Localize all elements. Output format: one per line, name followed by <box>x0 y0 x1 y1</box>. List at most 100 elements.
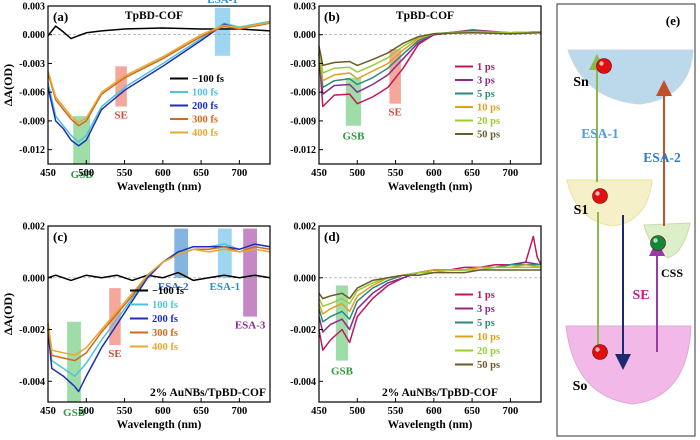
legend-entry: 20 ps <box>477 346 500 357</box>
y-tick-label: 0.000 <box>23 30 46 41</box>
series-line-3 <box>47 21 271 147</box>
chart-panel-3: GSB SE ESA-2 ESA-1 ESA-3 450 500 550 600 650 700 0.… <box>1 222 271 431</box>
x-tick-label: 500 <box>78 168 94 179</box>
legend-entry: 5 ps <box>477 89 495 100</box>
x-tick-label: 650 <box>193 168 209 179</box>
band-label-gsb: GSB <box>342 131 365 143</box>
x-tick-label: 600 <box>426 406 442 417</box>
legend-entry: 50 ps <box>477 130 500 141</box>
x-tick-label: 700 <box>503 406 519 417</box>
legend-entry: 1 ps <box>477 62 495 73</box>
electron-sn-highlight <box>599 61 604 66</box>
x-tick-label: 650 <box>464 406 480 417</box>
series-line-5 <box>318 31 542 74</box>
x-tick-label: 500 <box>349 168 365 179</box>
band-label-se: SE <box>114 110 127 122</box>
series-line-6 <box>318 32 542 67</box>
series-line-5 <box>47 248 271 357</box>
series-line-1 <box>318 235 542 351</box>
band-label-gsb: GSB <box>71 169 94 181</box>
plot-frame <box>318 225 542 403</box>
band-esa-1 <box>217 228 232 278</box>
x-tick-label: 600 <box>426 168 442 179</box>
series-line-4 <box>318 31 542 82</box>
electron-s0-highlight <box>595 347 600 352</box>
x-tick-label: 550 <box>117 168 133 179</box>
y-tick-label: 0.003 <box>23 2 46 13</box>
electron-s1 <box>592 188 608 204</box>
series-line-1 <box>47 271 271 282</box>
panel-label: (c) <box>53 229 67 244</box>
x-tick-label: 450 <box>311 168 327 179</box>
x-tick-label: 450 <box>311 406 327 417</box>
electron-s0 <box>592 344 608 360</box>
legend-entry: 400 fs <box>192 128 218 139</box>
chart-panel-4: GSB 450 500 550 600 650 700 0.002 0.000 -0.002 -0.… <box>290 222 542 431</box>
x-axis-label: Wavelength (nm) <box>117 181 202 193</box>
x-tick-label: 700 <box>503 168 519 179</box>
label-sn: Sn <box>573 75 589 90</box>
band-label-esa-1: ESA-1 <box>207 0 238 6</box>
y-tick-label: -0.009 <box>290 116 316 127</box>
legend-entry: 10 ps <box>477 103 500 114</box>
panel-label: (d) <box>324 229 340 244</box>
x-tick-label: 700 <box>232 406 248 417</box>
series-line-4 <box>47 22 271 127</box>
y-tick-label: -0.012 <box>290 145 316 156</box>
legend-entry: 3 ps <box>477 304 495 315</box>
x-tick-label: 550 <box>388 406 404 417</box>
legend-entry: 200 fs <box>152 314 178 325</box>
y-axis-label: ΔA(OD) <box>1 64 15 106</box>
legend-entry: 400 fs <box>152 342 178 353</box>
level-css <box>643 222 691 259</box>
band-label-esa-3: ESA-3 <box>235 320 266 332</box>
y-tick-label: 0.002 <box>294 222 317 233</box>
y-tick-label: -0.004 <box>19 377 45 388</box>
legend-entry: 300 fs <box>152 328 178 339</box>
y-tick-label: -0.006 <box>290 88 316 99</box>
chart-title: 2% AuNBs/TpBD-COF <box>382 387 498 399</box>
electron-sn <box>596 58 612 74</box>
chart-title: TpBD-COF <box>125 10 183 22</box>
chart-panel-2: GSB SE 450 500 550 600 650 700 0.003 0.000 -0.003 -… <box>290 2 542 193</box>
band-label-esa-2: ESA-2 <box>158 281 189 293</box>
band-label-se: SE <box>108 348 121 360</box>
legend-entry: 10 ps <box>477 332 500 343</box>
y-tick-label: -0.004 <box>290 377 316 388</box>
label-s0: So <box>573 379 588 394</box>
y-tick-label: -0.003 <box>290 59 316 70</box>
y-tick-label: 0.003 <box>294 2 317 13</box>
diagram-panel-label: (e) <box>666 13 680 28</box>
series-line-5 <box>47 21 271 124</box>
x-axis-label: Wavelength (nm) <box>388 419 473 431</box>
electron-s1-highlight <box>595 191 600 196</box>
band-label-esa-1: ESA-1 <box>210 281 241 293</box>
x-tick-label: 450 <box>40 168 56 179</box>
x-tick-label: 500 <box>78 406 94 417</box>
label-s1: S1 <box>574 203 589 218</box>
electron-css <box>650 235 666 251</box>
legend-entry: 100 fs <box>192 88 218 99</box>
legend-entry: 5 ps <box>477 318 495 329</box>
electron-css-highlight <box>653 238 658 243</box>
series-line-1 <box>47 25 271 40</box>
y-tick-label: 0.000 <box>23 273 46 284</box>
energy-diagram: (e) Sn S1 So CSS ESA-1 ESA-2 SE <box>556 3 696 437</box>
y-tick-label: -0.006 <box>19 88 45 99</box>
plot-frame <box>47 225 271 403</box>
x-tick-label: 600 <box>155 406 171 417</box>
x-tick-label: 500 <box>349 406 365 417</box>
plot-frame <box>318 5 542 165</box>
x-tick-label: 550 <box>117 406 133 417</box>
y-tick-label: -0.002 <box>19 325 45 336</box>
x-tick-label: 650 <box>464 168 480 179</box>
y-tick-label: -0.009 <box>19 116 45 127</box>
band-gsb <box>345 77 362 126</box>
label-css: CSS <box>661 266 683 280</box>
x-tick-label: 450 <box>40 406 56 417</box>
legend-entry: 3 ps <box>477 76 495 87</box>
legend-entry: 100 fs <box>152 300 178 311</box>
band-label-se: SE <box>388 107 401 119</box>
x-tick-label: 650 <box>193 406 209 417</box>
x-tick-label: 600 <box>155 168 171 179</box>
